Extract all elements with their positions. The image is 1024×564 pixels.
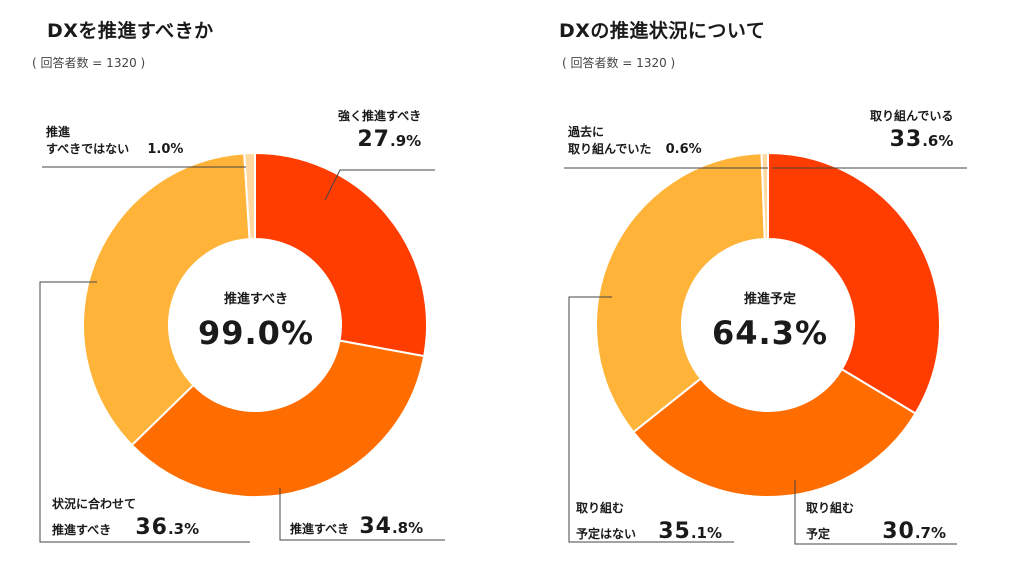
slice-label: 取り組んでいる: [870, 109, 954, 123]
slice-label-line1: 取り組む: [806, 501, 855, 515]
slice-value-dec: .8%: [391, 519, 424, 537]
donut-slice-3: [595, 152, 766, 434]
slice-value-dec: .6%: [922, 131, 954, 150]
slice-label-line2: すべきではない: [46, 141, 130, 156]
data-label-promote: 推進すべき 34.8%: [290, 512, 423, 543]
center-value: 64.3%: [711, 314, 828, 352]
chart-title: DXの推進状況について: [559, 20, 766, 42]
donut-slice-4: [243, 151, 256, 241]
slice-value-dec: .1%: [690, 523, 722, 542]
leader-line-strong: [324, 169, 435, 201]
center-label: 推進予定: [743, 292, 796, 307]
leader-line-planned: [794, 480, 957, 545]
slice-label-line1: 過去に: [568, 125, 605, 139]
slice-value-dec: .9%: [390, 131, 422, 150]
slice-label-line2: 取り組んでいた: [568, 141, 652, 156]
data-label-situation: 状況に合わせて 推進すべき 36.3%: [52, 496, 199, 544]
slice-value-int: 35: [658, 518, 691, 544]
data-label-not: 推進 すべきではない 1.0%: [46, 124, 183, 159]
slice-label-line1: 取り組む: [576, 501, 625, 515]
leader-line-situation: [39, 281, 250, 543]
slice-value-int: 36: [135, 514, 168, 540]
slice-label: 推進すべき: [290, 522, 350, 536]
slice-value-int: 33: [889, 126, 923, 152]
slice-label-line2: 予定: [806, 526, 831, 541]
donut-slice-1: [767, 151, 941, 415]
data-label-strong: 強く推進すべき 27.9%: [338, 108, 421, 156]
chart-title: DXを推進すべきか: [47, 20, 214, 42]
center-label: 推進すべき: [223, 292, 289, 307]
chart-subtitle: ( 回答者数 = 1320 ): [32, 56, 146, 70]
center-value: 99.0%: [197, 314, 314, 352]
donut-chart: [564, 151, 967, 545]
slice-label: 強く推進すべき: [338, 109, 422, 123]
data-label-planned: 取り組む 予定 30.7%: [806, 500, 946, 548]
chart-subtitle: ( 回答者数 = 1320 ): [562, 56, 676, 70]
slice-value: 1.0%: [147, 141, 184, 157]
data-label-past: 過去に 取り組んでいた 0.6%: [568, 124, 702, 159]
data-label-not-planned: 取り組む 予定はない 35.1%: [576, 500, 722, 548]
donut-slice-2: [632, 367, 917, 498]
slice-value-int: 34: [359, 514, 392, 539]
donut-slice-2: [130, 339, 426, 498]
leader-line-not-planned: [568, 296, 734, 543]
slice-value-dec: .3%: [167, 519, 200, 538]
donut-slice-4: [760, 151, 769, 241]
donut-chart: [39, 151, 445, 543]
slice-value-int: 27: [357, 126, 390, 152]
slice-value-int: 30: [882, 518, 915, 544]
slice-label-line1: 推進: [46, 125, 71, 139]
donut-slice-3: [82, 152, 251, 447]
slice-label-line2: 予定はない: [576, 526, 637, 541]
chart-dx-should-promote: DXを推進すべきか ( 回答者数 = 1320 ) 推進すべき 99.0% 強く…: [32, 20, 445, 544]
slice-label-line1: 状況に合わせて: [52, 497, 137, 511]
slice-label-line2: 推進すべき: [52, 522, 112, 537]
chart-dx-promotion-status: DXの推進状況について ( 回答者数 = 1320 ) 推進予定 64.3% 取…: [512, 0, 1024, 564]
leader-line-promote: [279, 488, 445, 541]
data-label-doing: 取り組んでいる 33.6%: [870, 108, 953, 156]
slice-value-dec: .7%: [914, 523, 946, 542]
slice-value: 0.6%: [665, 141, 702, 157]
